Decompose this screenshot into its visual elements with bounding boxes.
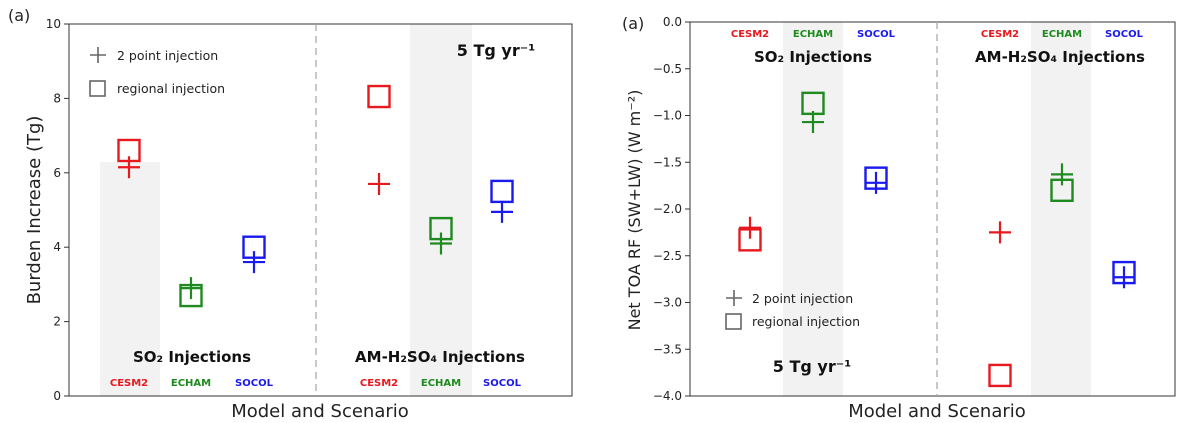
right-y-tick-label: −4.0 bbox=[653, 389, 682, 403]
right-model-label-socol-am: SOCOL bbox=[1105, 29, 1144, 40]
right-y-axis-label: Net TOA RF (SW+LW) (W m⁻²) bbox=[625, 90, 644, 331]
left-axes-frame bbox=[68, 23, 573, 397]
left-group-label-so2: SO₂ Injections bbox=[133, 348, 251, 366]
left-y-tick-label: 10 bbox=[46, 17, 61, 31]
left-plus-point-echam bbox=[430, 232, 452, 255]
left-plus-point-socol bbox=[243, 251, 265, 274]
left-square-point-cesm2 bbox=[367, 84, 391, 109]
left-shade-echam-so2 bbox=[100, 162, 160, 396]
right-model-label-echam-so2: ECHAM bbox=[793, 29, 833, 40]
left-y-axis-label: Burden Increase (Tg) bbox=[24, 116, 45, 305]
right-square-point-cesm2 bbox=[988, 363, 1012, 388]
left-square-point-cesm2 bbox=[117, 138, 141, 163]
left-square-point-echam bbox=[179, 283, 203, 308]
right-square-point-echam bbox=[801, 91, 825, 116]
right-y-tick-label: −1.0 bbox=[653, 109, 682, 123]
right-y-ticks: 0.0 −0.5 −1.0 −1.5 −2.0 −2.5 −3.0 −3.5 −4.0 bbox=[653, 15, 690, 403]
left-rate-annotation: 5 Tg yr⁻¹ bbox=[457, 41, 535, 60]
left-legend-plus-marker bbox=[90, 47, 106, 63]
left-y-ticks: 0 2 4 6 8 10 bbox=[46, 17, 69, 403]
left-plus-point-socol bbox=[491, 200, 513, 223]
right-y-tick-label: −0.5 bbox=[653, 62, 682, 76]
right-legend-plus-marker bbox=[726, 290, 742, 306]
left-legend-label-square: regional injection bbox=[117, 81, 225, 96]
right-y-tick-label: −3.0 bbox=[653, 296, 682, 310]
right-panel: 0.0−0.5−1.0−1.5−2.0−2.5−3.0−3.5−4.0 (a) … bbox=[622, 14, 1176, 422]
left-panel-label: (a) bbox=[8, 6, 30, 25]
right-panel-label: (a) bbox=[622, 14, 644, 33]
right-square-point-cesm2 bbox=[738, 228, 762, 252]
right-model-label-cesm2-am: CESM2 bbox=[981, 29, 1019, 40]
right-rate-annotation: 5 Tg yr⁻¹ bbox=[773, 357, 851, 376]
right-data-marks bbox=[738, 91, 1136, 388]
left-square-point-echam bbox=[429, 216, 453, 241]
left-plus-point-cesm2 bbox=[368, 172, 390, 195]
right-square-point-socol bbox=[1112, 260, 1136, 285]
left-data-marks bbox=[117, 84, 514, 308]
right-plus-point-cesm2 bbox=[989, 221, 1011, 244]
left-model-label-cesm2-so2: CESM2 bbox=[110, 378, 148, 389]
left-y-tick-label: 2 bbox=[53, 315, 61, 329]
right-axes-frame bbox=[689, 21, 1176, 397]
right-legend-label-square: regional injection bbox=[752, 314, 860, 329]
right-model-label-cesm2-so2: CESM2 bbox=[731, 29, 769, 40]
left-plus-point-echam bbox=[180, 277, 202, 300]
right-legend-label-plus: 2 point injection bbox=[752, 291, 853, 306]
right-group-label-am: AM-H₂SO₄ Injections bbox=[975, 48, 1145, 66]
right-y-tick-label: −2.0 bbox=[653, 202, 682, 216]
right-y-tick-label: −2.5 bbox=[653, 249, 682, 263]
left-legend-label-plus: 2 point injection bbox=[117, 48, 218, 63]
left-y-tick-label: 8 bbox=[53, 91, 61, 105]
right-y-tick-label: −3.5 bbox=[653, 342, 682, 356]
right-shade-echam-am bbox=[1031, 22, 1091, 396]
left-y-tick-label: 6 bbox=[53, 166, 61, 180]
right-x-axis-label: Model and Scenario bbox=[848, 401, 1026, 422]
right-plus-point-socol bbox=[865, 171, 887, 194]
right-y-tick-label: 0.0 bbox=[663, 15, 682, 29]
left-panel: 0 2 4 6 8 10 (a) Model and Scenario Burden In… bbox=[8, 6, 573, 422]
left-model-label-socol-am: SOCOL bbox=[483, 378, 522, 389]
right-plus-point-socol bbox=[1113, 266, 1135, 289]
left-square-point-socol bbox=[490, 179, 514, 204]
right-y-tick-label: −1.5 bbox=[653, 155, 682, 169]
right-square-point-echam bbox=[1050, 178, 1074, 203]
left-model-label-cesm2-am: CESM2 bbox=[360, 378, 398, 389]
right-model-label-echam-am: ECHAM bbox=[1042, 29, 1082, 40]
right-plus-point-echam bbox=[1051, 163, 1073, 186]
left-square-point-socol bbox=[242, 235, 266, 259]
right-legend: 2 point injection regional injection bbox=[725, 290, 860, 330]
left-model-label-echam-am: ECHAM bbox=[421, 378, 461, 389]
right-model-label-socol-so2: SOCOL bbox=[857, 29, 896, 40]
left-model-label-echam-so2: ECHAM bbox=[171, 378, 211, 389]
left-legend-square-marker bbox=[89, 80, 106, 97]
left-y-tick-label: 0 bbox=[53, 389, 61, 403]
right-group-label-so2: SO₂ Injections bbox=[754, 48, 872, 66]
left-legend: 2 point injection regional injection bbox=[89, 47, 225, 97]
left-x-axis-label: Model and Scenario bbox=[231, 401, 409, 422]
right-shade-echam-so2 bbox=[783, 22, 843, 396]
right-square-point-socol bbox=[864, 166, 888, 190]
left-y-tick-label: 4 bbox=[53, 240, 61, 254]
right-plus-point-cesm2 bbox=[739, 216, 761, 239]
left-model-label-socol-so2: SOCOL bbox=[235, 378, 274, 389]
left-shade-echam-am bbox=[410, 24, 472, 396]
left-group-label-am: AM-H₂SO₄ Injections bbox=[355, 348, 525, 366]
right-legend-square-marker bbox=[725, 313, 742, 330]
